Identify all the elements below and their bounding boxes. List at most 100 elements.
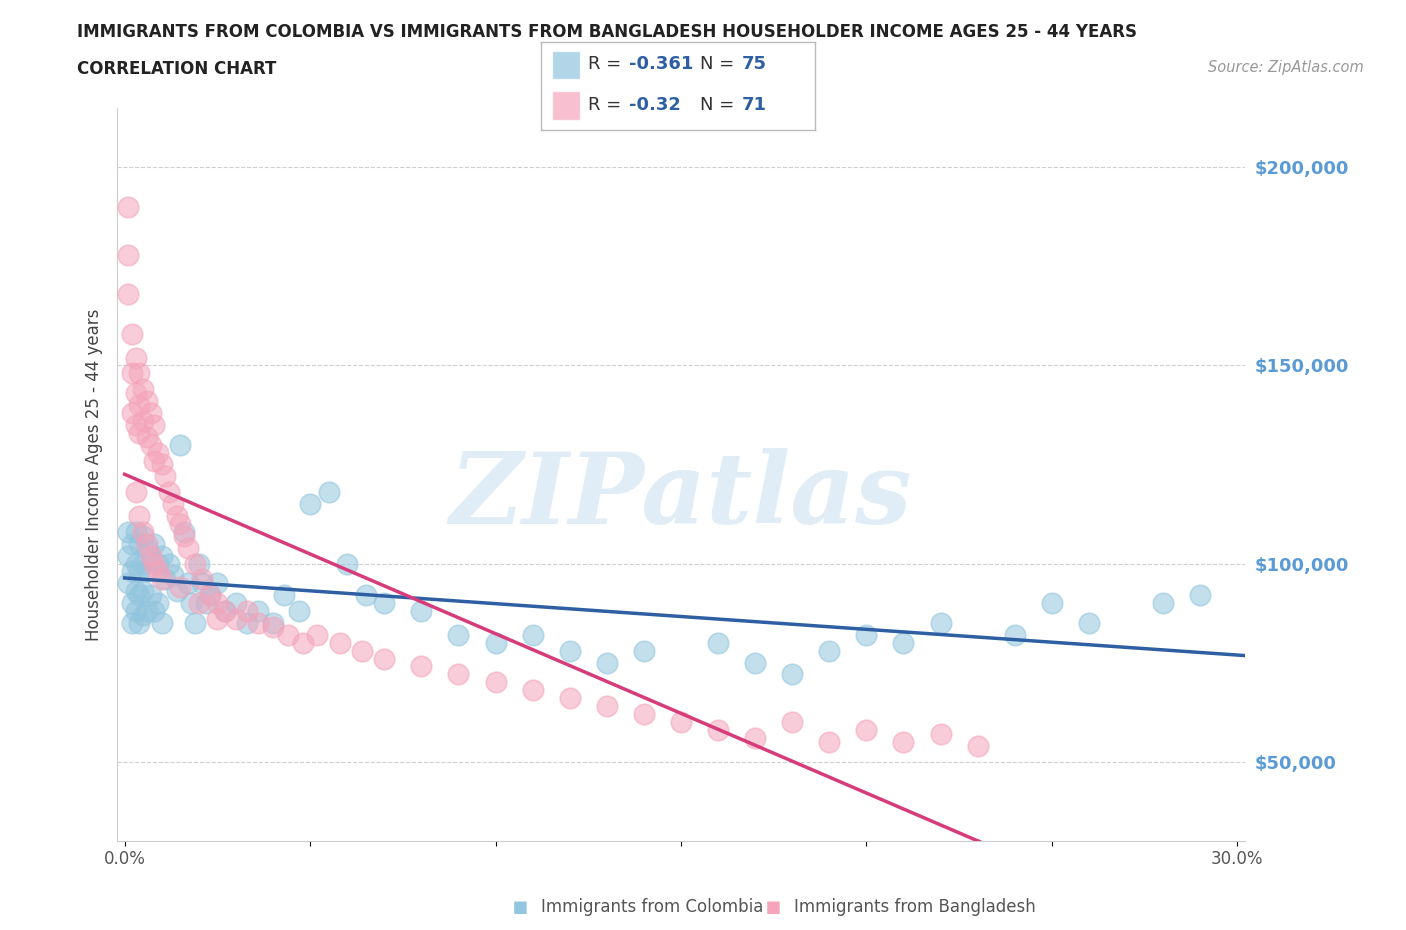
Point [893, 635, 915, 650]
Point [558, 644, 581, 658]
Point [146, 445, 169, 460]
Point [198, 588, 221, 603]
Point [411, 659, 433, 674]
Point [1040, 596, 1063, 611]
Point [150, 616, 173, 631]
Point [187, 556, 209, 571]
Point [143, 556, 166, 571]
Point [117, 286, 139, 301]
Point [132, 525, 155, 539]
Point [247, 604, 270, 618]
Point [336, 556, 359, 571]
Point [707, 635, 730, 650]
Point [135, 430, 157, 445]
Point [166, 584, 188, 599]
Point [132, 382, 155, 397]
Text: IMMIGRANTS FROM COLOMBIA VS IMMIGRANTS FROM BANGLADESH HOUSEHOLDER INCOME AGES 2: IMMIGRANTS FROM COLOMBIA VS IMMIGRANTS F… [77, 23, 1137, 41]
Point [277, 628, 299, 643]
Point [299, 497, 322, 512]
Text: -0.361: -0.361 [628, 56, 693, 73]
Point [128, 588, 150, 603]
Point [818, 735, 841, 750]
Point [146, 564, 169, 578]
Point [139, 588, 162, 603]
Point [214, 604, 236, 618]
Point [558, 691, 581, 706]
Text: Immigrants from Bangladesh: Immigrants from Bangladesh [794, 897, 1036, 916]
Point [155, 572, 177, 587]
Point [176, 540, 198, 555]
Point [447, 628, 470, 643]
FancyBboxPatch shape [553, 91, 579, 120]
Point [143, 453, 166, 468]
Point [1004, 628, 1026, 643]
Point [966, 738, 988, 753]
Point [117, 200, 139, 215]
Point [522, 628, 544, 643]
Point [135, 537, 157, 551]
Point [633, 707, 655, 722]
Point [596, 698, 619, 713]
Point [169, 516, 191, 531]
Point [484, 675, 506, 690]
Point [173, 528, 195, 543]
Text: Immigrants from Colombia: Immigrants from Colombia [541, 897, 763, 916]
Point [373, 596, 395, 611]
Point [117, 525, 139, 539]
Point [180, 596, 202, 611]
Point [132, 528, 155, 543]
Point [214, 604, 236, 618]
Point [1077, 616, 1099, 631]
Point [191, 576, 214, 591]
Point [117, 247, 139, 262]
Point [929, 616, 952, 631]
Point [596, 655, 619, 670]
Point [162, 497, 184, 512]
Point [125, 604, 148, 618]
Point [262, 616, 284, 631]
Text: Source: ZipAtlas.com: Source: ZipAtlas.com [1208, 60, 1364, 75]
Point [207, 612, 229, 627]
Point [191, 572, 214, 587]
Point [780, 667, 803, 682]
Point [132, 607, 155, 622]
Point [855, 628, 877, 643]
Point [125, 418, 148, 432]
Point [184, 616, 207, 631]
Point [207, 596, 229, 611]
Point [318, 485, 340, 499]
Point [707, 723, 730, 737]
Point [128, 564, 150, 578]
Point [132, 556, 155, 571]
Point [132, 584, 155, 599]
Point [117, 548, 139, 563]
Point [143, 604, 166, 618]
Point [139, 405, 162, 420]
Point [157, 485, 180, 499]
Point [633, 644, 655, 658]
Point [121, 596, 143, 611]
Text: ▪: ▪ [765, 895, 782, 919]
Point [135, 540, 157, 555]
Point [373, 651, 395, 666]
Point [225, 612, 247, 627]
Point [121, 537, 143, 551]
Point [893, 735, 915, 750]
Point [236, 616, 259, 631]
Text: N =: N = [700, 56, 741, 73]
Point [291, 635, 314, 650]
Point [198, 588, 221, 603]
Text: R =: R = [588, 97, 627, 114]
Y-axis label: Householder Income Ages 25 - 44 years: Householder Income Ages 25 - 44 years [86, 308, 103, 641]
Point [1152, 596, 1174, 611]
Point [447, 667, 470, 682]
Point [350, 644, 373, 658]
Point [128, 398, 150, 413]
Point [225, 596, 247, 611]
Point [522, 683, 544, 698]
Point [166, 509, 188, 524]
Point [128, 537, 150, 551]
Point [273, 588, 295, 603]
Point [929, 726, 952, 741]
Point [157, 556, 180, 571]
